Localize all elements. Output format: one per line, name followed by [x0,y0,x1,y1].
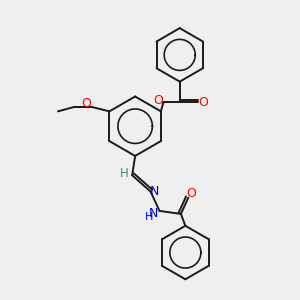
Text: O: O [153,94,163,107]
Text: N: N [149,185,159,198]
Text: O: O [81,98,91,110]
Text: O: O [198,96,208,109]
Text: O: O [186,188,196,200]
Text: H: H [119,167,128,180]
Text: N: N [149,207,158,220]
Text: H: H [145,212,153,223]
